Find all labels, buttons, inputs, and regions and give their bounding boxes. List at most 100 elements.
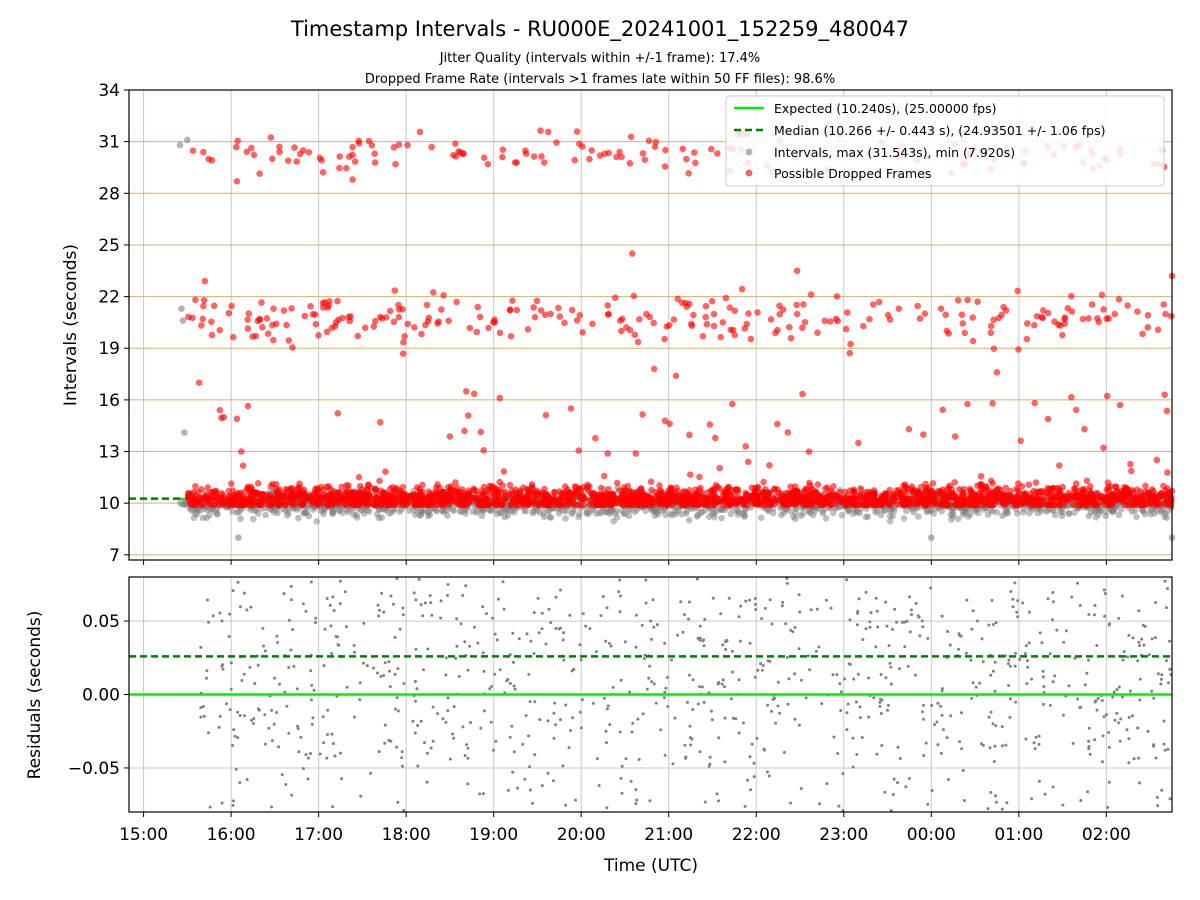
dropped-frame-point bbox=[1032, 479, 1040, 486]
residual-point bbox=[1037, 779, 1041, 783]
dropped-frame-point bbox=[640, 495, 648, 503]
residual-point bbox=[889, 665, 893, 669]
dropped-frame-point bbox=[416, 488, 424, 496]
residual-point bbox=[325, 756, 329, 760]
interval-point bbox=[194, 506, 202, 514]
dropped-frame-point bbox=[243, 148, 251, 156]
residual-point bbox=[750, 742, 754, 746]
dropped-frame-point bbox=[267, 482, 275, 490]
interval-point bbox=[954, 515, 962, 523]
residual-point bbox=[663, 753, 667, 757]
residual-point bbox=[708, 762, 712, 766]
chart-subtitle-dropped: Dropped Frame Rate (intervals >1 frames … bbox=[365, 72, 835, 87]
dropped-frame-point bbox=[871, 493, 878, 500]
intervals-x-ticks bbox=[143, 560, 1107, 565]
interval-point bbox=[1141, 510, 1149, 518]
residual-point bbox=[940, 689, 944, 693]
residual-point bbox=[561, 764, 565, 768]
residual-point bbox=[531, 801, 534, 805]
dropped-frame-point bbox=[929, 480, 937, 487]
dropped-frame-point bbox=[506, 481, 514, 489]
residual-point bbox=[289, 584, 293, 588]
interval-point bbox=[478, 512, 486, 520]
residual-point bbox=[1118, 739, 1122, 743]
residual-point bbox=[414, 699, 417, 703]
residual-point bbox=[1168, 667, 1172, 671]
interval-point bbox=[530, 508, 537, 515]
residual-point bbox=[1051, 680, 1055, 684]
dropped-frame-point bbox=[228, 302, 235, 310]
residual-point bbox=[482, 709, 486, 713]
dropped-frame-point bbox=[843, 501, 850, 509]
residual-point bbox=[909, 608, 913, 612]
residual-point bbox=[619, 776, 623, 780]
residual-point bbox=[412, 591, 416, 595]
dropped-frame-point bbox=[752, 484, 759, 492]
residual-point bbox=[786, 702, 790, 706]
residual-point bbox=[636, 717, 640, 721]
dropped-frame-point bbox=[897, 490, 904, 498]
residual-point bbox=[605, 806, 609, 810]
dropped-frame-point bbox=[1134, 308, 1141, 315]
residual-point bbox=[940, 687, 944, 691]
dropped-frame-point bbox=[954, 297, 962, 304]
dropped-frame-point bbox=[866, 488, 873, 496]
residual-point bbox=[729, 697, 733, 701]
dropped-frame-point bbox=[846, 349, 853, 357]
residual-point bbox=[1127, 633, 1131, 637]
dropped-frame-point bbox=[199, 315, 207, 323]
residual-point bbox=[567, 746, 571, 750]
dropped-frame-point bbox=[455, 148, 463, 155]
dropped-frame-point bbox=[525, 488, 532, 496]
dropped-frame-point bbox=[506, 307, 514, 314]
residual-point bbox=[1048, 652, 1052, 656]
dropped-frame-point bbox=[993, 486, 1001, 493]
residual-point bbox=[1115, 688, 1119, 692]
dropped-frame-point bbox=[1128, 487, 1136, 494]
interval-point bbox=[1058, 512, 1066, 520]
interval-point bbox=[829, 509, 837, 517]
dropped-frame-point bbox=[605, 310, 612, 318]
residual-point bbox=[332, 609, 336, 613]
dropped-frame-point bbox=[1044, 309, 1052, 317]
residual-point bbox=[339, 751, 342, 755]
residual-point bbox=[884, 676, 888, 680]
dropped-frame-point bbox=[604, 450, 611, 457]
dropped-frame-point bbox=[1095, 318, 1103, 326]
residual-point bbox=[774, 721, 778, 725]
dropped-frame-point bbox=[547, 310, 554, 318]
dropped-frame-point bbox=[760, 478, 767, 486]
dropped-frame-point bbox=[987, 329, 995, 337]
interval-point bbox=[1085, 512, 1093, 520]
residual-point bbox=[444, 656, 448, 660]
residual-point bbox=[831, 673, 835, 677]
dropped-frame-point bbox=[779, 501, 787, 509]
residual-point bbox=[599, 614, 603, 618]
residual-point bbox=[461, 593, 465, 597]
dropped-frame-point bbox=[192, 296, 199, 304]
dropped-frame-point bbox=[1044, 415, 1052, 423]
residual-point bbox=[231, 589, 235, 593]
dropped-frame-point bbox=[842, 325, 850, 333]
dropped-frame-point bbox=[238, 448, 245, 455]
residual-point bbox=[331, 595, 335, 599]
dropped-frame-point bbox=[400, 339, 407, 346]
residual-point bbox=[789, 801, 792, 805]
dropped-frame-point bbox=[951, 433, 959, 440]
residual-point bbox=[917, 615, 921, 619]
interval-point bbox=[1003, 507, 1010, 514]
residual-point bbox=[1051, 591, 1055, 594]
dropped-frame-point bbox=[661, 417, 669, 425]
residual-point bbox=[1014, 651, 1018, 655]
dropped-frame-point bbox=[1128, 467, 1135, 475]
residual-point bbox=[287, 666, 291, 669]
dropped-frame-point bbox=[220, 494, 228, 502]
dropped-frame-point bbox=[652, 138, 660, 146]
dropped-frame-point bbox=[1116, 401, 1124, 409]
dropped-frame-point bbox=[1070, 501, 1077, 509]
residual-point bbox=[717, 799, 720, 803]
residual-point bbox=[846, 702, 850, 706]
residual-point bbox=[753, 675, 757, 679]
residual-point bbox=[876, 625, 880, 629]
dropped-frame-point bbox=[551, 489, 558, 496]
